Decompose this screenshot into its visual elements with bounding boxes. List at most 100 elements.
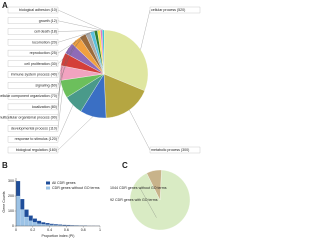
label-box	[7, 82, 59, 89]
label-box	[7, 49, 59, 57]
slice-label: biological adhesion (10)	[19, 8, 57, 12]
slice-value-label: (300)	[181, 148, 189, 152]
slice-value-label: (40)	[51, 73, 57, 77]
slice-name: response to stimulus	[15, 137, 48, 141]
leader-line	[139, 187, 157, 218]
slice-label: cell proliferation (30)	[24, 62, 57, 66]
label-box	[7, 39, 59, 46]
slice-value-label: (20)	[51, 40, 57, 44]
hist-bar	[45, 224, 50, 227]
y-tick-label: 300	[8, 179, 14, 183]
slice-name: immune system process	[11, 73, 50, 77]
slice-label: growth (12)	[39, 19, 57, 23]
slice-name: cell death	[34, 29, 49, 33]
slice-label: immune system process (40)	[11, 73, 57, 77]
x-tick-label: 0.6	[64, 228, 69, 232]
slice-value-label: (25)	[51, 51, 57, 55]
slice-label: signaling (60)	[35, 83, 57, 87]
slice-label: 1044 CDR genes without GO terms	[110, 186, 167, 190]
hist-bar	[28, 220, 33, 227]
slice-value-label: (120)	[49, 137, 57, 141]
legend-swatch	[46, 181, 50, 185]
panel-label: B	[2, 161, 8, 170]
slice-label: cellular component organization (70)	[0, 94, 57, 98]
slice-name: biological adhesion	[19, 8, 50, 12]
hist-bar	[41, 224, 46, 227]
leader-line	[57, 105, 74, 140]
leader-line	[57, 9, 104, 31]
slice-name: multicellular organismal process	[0, 116, 50, 120]
leader-line	[57, 30, 96, 43]
label-box	[7, 125, 59, 132]
slice-value-label: (70)	[51, 94, 57, 98]
slice-label: biological regulation (160)	[16, 148, 57, 152]
leader-line	[57, 116, 93, 151]
hist-bar	[15, 195, 21, 227]
slice-name: localization	[32, 105, 50, 109]
panel-label: C	[122, 161, 128, 170]
slice-label: response to stimulus (120)	[15, 137, 57, 141]
leader-line	[57, 72, 61, 118]
label-box	[7, 28, 59, 35]
slice-name: metabolic process	[151, 148, 180, 152]
label-box	[149, 146, 201, 154]
leader-line	[140, 9, 151, 50]
label-box	[7, 17, 59, 24]
slice-name: signaling	[35, 83, 49, 87]
slice-value-label: (60)	[51, 83, 57, 87]
pie-slice	[146, 169, 162, 201]
slice-label: cell death (18)	[34, 29, 57, 33]
y-tick-label: 0	[12, 224, 14, 228]
slice-name: growth	[39, 19, 50, 23]
leader-line	[57, 33, 88, 64]
pie-slice	[102, 29, 105, 75]
label-box	[7, 93, 59, 100]
slice-name: cell proliferation	[24, 62, 49, 66]
leader-line	[57, 31, 93, 54]
slice-value-label: (10)	[51, 8, 57, 12]
leader-line	[57, 30, 99, 32]
leader-line	[57, 89, 63, 129]
slice-name: reproduction	[30, 51, 50, 55]
slice-value-label: (520)	[177, 8, 185, 12]
slice-name: cellular component organization	[0, 94, 50, 98]
label-box	[7, 136, 59, 143]
slice-label: multicellular organismal process (90)	[0, 116, 57, 120]
legend-label: All CDR genes	[52, 181, 76, 185]
label-box	[7, 60, 59, 67]
x-tick-label: 1	[99, 228, 101, 232]
slice-label: localization (80)	[32, 105, 57, 109]
slice-value-label: (12)	[51, 19, 57, 23]
legend-swatch	[46, 186, 50, 190]
slice-label: 92 CDR genes with GO terms	[110, 198, 158, 202]
slice-value: 92	[110, 198, 114, 202]
panel-label: A	[2, 1, 8, 10]
y-axis-label: Gene Counts	[2, 191, 6, 212]
hist-bar	[36, 223, 42, 227]
slice-value-label: (18)	[51, 29, 57, 33]
x-tick-label: 0	[15, 228, 17, 232]
label-box	[7, 146, 59, 154]
slice-label: metabolic process (300)	[151, 148, 189, 152]
slice-name: cellular process	[151, 8, 176, 12]
slice-name: locomotion	[32, 40, 49, 44]
slice-value-label: (90)	[51, 116, 57, 120]
x-tick-label: 0.8	[81, 228, 86, 232]
hist-bar	[20, 209, 25, 227]
slice-name: developmental process	[11, 126, 48, 130]
slice-value-label: (80)	[51, 105, 57, 109]
y-tick-label: 100	[8, 209, 14, 213]
slice-name: CDR genes with GO terms	[115, 198, 158, 202]
x-axis-label: Proportion index (PI)	[42, 234, 75, 238]
leader-line	[57, 20, 102, 31]
slice-value-label: (110)	[49, 126, 57, 130]
slice-label: reproduction (25)	[30, 51, 57, 55]
slice-value-label: (160)	[49, 148, 57, 152]
label-box	[149, 6, 201, 14]
slice-label: developmental process (110)	[11, 126, 57, 130]
x-tick-label: 0.4	[47, 228, 52, 232]
hist-bar	[24, 216, 29, 227]
slice-label: cellular process (520)	[151, 8, 185, 12]
